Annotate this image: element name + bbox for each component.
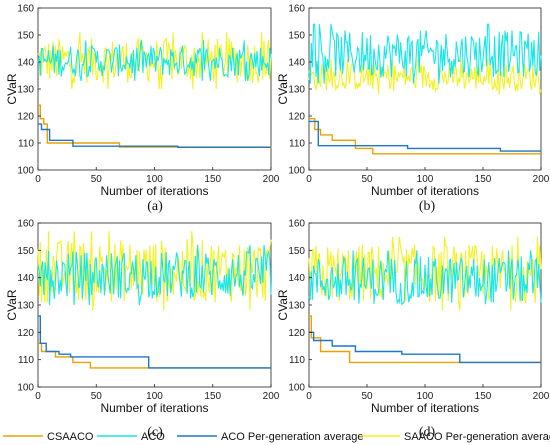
series-line-aco-per-generation-average	[38, 123, 271, 149]
y-tick-label: 130	[17, 85, 34, 96]
legend-label: CSAACO	[47, 431, 94, 443]
chart-panel: 100 110 120 130 140 150 160 0 50 100 150 200 Number …	[5, 4, 280, 215]
x-tick-label: 200	[263, 391, 280, 402]
y-tick-label: 130	[288, 301, 305, 312]
y-tick-label: 150	[288, 31, 305, 42]
y-tick-label: 120	[17, 112, 34, 123]
panel-label: (c)	[147, 425, 163, 440]
series-line-aco-per-generation-average	[38, 315, 271, 369]
x-tick-label: 50	[361, 391, 373, 402]
y-tick-label: 120	[17, 328, 34, 339]
x-axis-label: Number of iterations	[371, 184, 479, 198]
series-line-aco	[308, 23, 542, 84]
series-line-csaaco	[38, 104, 272, 149]
x-tick-label: 0	[306, 391, 312, 402]
y-axis-label: CVaR	[276, 289, 290, 320]
y-tick-label: 110	[18, 355, 34, 366]
y-tick-label: 160	[288, 4, 305, 15]
y-tick-label: 110	[289, 139, 305, 150]
x-tick-label: 200	[263, 174, 280, 185]
y-axis-label: CVaR	[5, 73, 19, 104]
y-tick-label: 110	[289, 355, 305, 366]
x-tick-label: 200	[533, 174, 550, 185]
y-tick-label: 140	[288, 273, 305, 284]
series-line-aco	[37, 244, 272, 306]
panel-label: (b)	[419, 199, 436, 214]
chart-panel: 100 110 120 130 140 150 160 0 50 100 150 200 Number …	[276, 219, 550, 441]
legend-label: ACO Per-generation average	[221, 431, 363, 443]
panel-label: (d)	[419, 425, 436, 440]
y-tick-label: 100	[17, 383, 34, 394]
x-tick-label: 150	[204, 174, 221, 185]
y-tick-label: 120	[288, 112, 305, 123]
x-tick-label: 50	[361, 174, 373, 185]
y-tick-label: 140	[288, 58, 305, 69]
y-tick-label: 140	[17, 58, 34, 69]
y-axis-label: CVaR	[276, 73, 290, 104]
series-line-csaaco	[38, 342, 271, 369]
y-tick-label: 150	[17, 31, 34, 42]
y-tick-label: 130	[288, 85, 305, 96]
legend-label: SAACO Per-generation average	[404, 431, 550, 443]
x-axis-label: Number of iterations	[100, 401, 208, 415]
series-line-csaaco	[309, 315, 541, 364]
x-tick-label: 150	[475, 174, 492, 185]
series-line-aco-per-generation-average	[309, 331, 541, 364]
y-tick-label: 160	[288, 219, 305, 230]
y-tick-label: 160	[17, 4, 34, 15]
x-tick-label: 100	[146, 174, 163, 185]
x-tick-label: 50	[91, 174, 103, 185]
series-line-csaaco	[309, 117, 541, 155]
x-tick-label: 100	[417, 391, 434, 402]
y-tick-label: 100	[17, 166, 34, 177]
x-tick-label: 0	[35, 391, 41, 402]
x-tick-label: 150	[204, 391, 221, 402]
y-tick-label: 150	[288, 246, 305, 257]
series-line-saaco	[308, 236, 542, 311]
series-line-aco	[308, 250, 542, 306]
x-tick-label: 100	[417, 174, 434, 185]
y-tick-label: 110	[18, 139, 34, 150]
panel-label: (a)	[147, 199, 163, 214]
series-line-saaco	[308, 58, 542, 95]
x-axis-label: Number of iterations	[100, 184, 208, 198]
y-tick-label: 100	[288, 166, 305, 177]
y-tick-label: 120	[288, 328, 305, 339]
series-line-aco	[37, 40, 272, 82]
legend: CSAACO ACO ACO Per-generation average SAACO…	[3, 431, 550, 443]
y-tick-label: 140	[17, 273, 34, 284]
x-axis-label: Number of iterations	[371, 401, 479, 415]
x-tick-label: 50	[91, 391, 103, 402]
legend-label: ACO	[141, 431, 165, 443]
x-tick-label: 0	[306, 174, 312, 185]
x-tick-label: 100	[146, 391, 163, 402]
chart-panel: 100 110 120 130 140 150 160 0 50 100 150 200 Number …	[5, 219, 280, 441]
x-tick-label: 150	[475, 391, 492, 402]
y-tick-label: 100	[288, 383, 305, 394]
y-tick-label: 160	[17, 219, 34, 230]
y-axis-label: CVaR	[5, 289, 19, 320]
chart-panel: 100 110 120 130 140 150 160 0 50 100 150 200 Number …	[276, 4, 550, 215]
x-tick-label: 200	[533, 391, 550, 402]
series-line-aco-per-generation-average	[309, 120, 541, 152]
x-tick-label: 0	[35, 174, 41, 185]
y-tick-label: 130	[17, 301, 34, 312]
y-tick-label: 150	[17, 246, 34, 257]
